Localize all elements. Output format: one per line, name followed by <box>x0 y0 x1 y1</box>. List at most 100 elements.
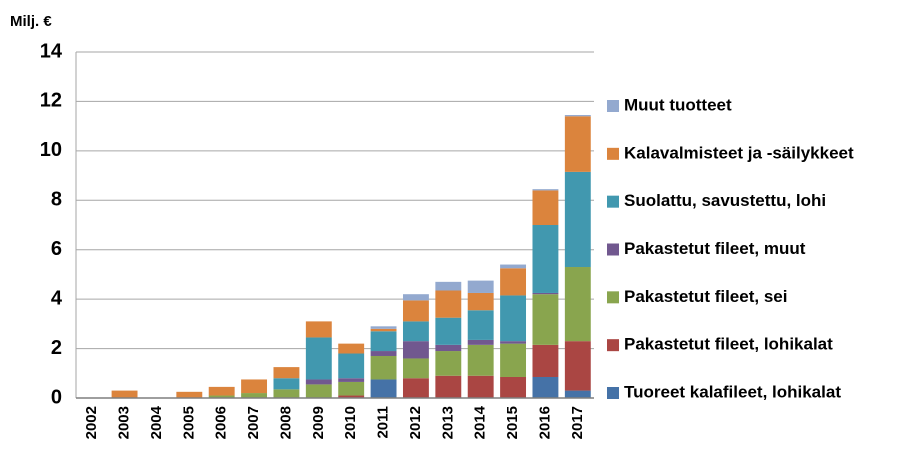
x-tick-label: 2006 <box>213 406 230 439</box>
bar-segment <box>273 367 300 379</box>
legend-label: Muut tuotteet <box>624 95 732 114</box>
legend-label: Pakastetut fileet, muut <box>624 239 806 258</box>
x-tick-label: 2013 <box>439 406 456 439</box>
bar-segment <box>532 376 559 398</box>
bar-segment <box>273 389 300 398</box>
bar-segment <box>500 376 527 398</box>
bar-segment <box>402 358 429 379</box>
bar-segment <box>435 317 462 345</box>
bar-segment <box>402 341 429 359</box>
bar-segment <box>241 393 268 398</box>
bar-segment <box>338 378 365 382</box>
x-tick-label: 2014 <box>472 405 489 439</box>
bar-segment <box>564 115 591 117</box>
bar-segment <box>305 379 332 385</box>
bar-segment <box>370 351 397 356</box>
bar-segment <box>532 189 559 191</box>
bar-segment <box>500 268 527 296</box>
legend-label: Pakastetut fileet, lohikalat <box>624 335 833 354</box>
y-tick-label: 12 <box>40 90 62 112</box>
legend-swatch <box>607 100 619 112</box>
x-tick-label: 2003 <box>116 406 133 439</box>
x-tick-label: 2007 <box>245 406 262 439</box>
bar-segment <box>208 395 235 398</box>
legend-swatch <box>607 339 619 352</box>
y-tick-label: 8 <box>51 189 62 211</box>
bar-segment <box>532 292 559 295</box>
bar-segment <box>564 116 591 172</box>
bar-segment <box>467 310 494 340</box>
x-tick-label: 2009 <box>310 406 327 439</box>
bar-segment <box>370 328 397 332</box>
legend-swatch <box>607 387 619 399</box>
bar-segment <box>370 355 397 380</box>
bar-segment <box>532 294 559 345</box>
bar-segment <box>467 339 494 345</box>
bar-segment <box>435 344 462 352</box>
bar-segment <box>370 326 397 329</box>
bar-segment <box>532 225 559 293</box>
bar-segment <box>435 281 462 291</box>
bar-segment <box>532 190 559 225</box>
bar-segment <box>435 351 462 376</box>
bar-segment <box>305 337 332 380</box>
bar-segment <box>564 390 591 398</box>
bar-segment <box>241 379 268 394</box>
bar-segment <box>564 341 591 391</box>
legend-swatch <box>607 243 619 256</box>
bar-segment <box>402 294 429 301</box>
bar-segment <box>564 267 591 342</box>
legend-swatch <box>607 291 619 304</box>
bar-segment <box>176 391 203 398</box>
legend-label: Pakastetut fileet, sei <box>624 287 787 306</box>
bar-segment <box>500 343 527 377</box>
bar-segment <box>338 395 365 398</box>
y-tick-label: 10 <box>40 139 62 161</box>
bar-segment <box>467 344 494 376</box>
bar-segment <box>467 292 494 311</box>
x-tick-label: 2002 <box>83 406 100 439</box>
bar-segment <box>305 384 332 398</box>
x-tick-label: 2011 <box>375 406 392 439</box>
bar-segment <box>338 381 365 396</box>
bar-segment <box>338 343 365 354</box>
legend-label: Suolattu, savustettu, lohi <box>624 191 826 210</box>
bar-segment <box>500 264 527 269</box>
bar-segment <box>402 300 429 322</box>
y-tick-label: 6 <box>51 238 62 260</box>
bar-segment <box>208 386 235 396</box>
x-tick-label: 2004 <box>148 405 165 439</box>
bar-segment <box>111 390 138 398</box>
bar-segment <box>467 280 494 293</box>
x-tick-label: 2015 <box>504 406 521 439</box>
bar-segment <box>435 290 462 318</box>
x-tick-label: 2016 <box>536 406 553 439</box>
x-tick-label: 2010 <box>342 406 359 439</box>
legend-swatch <box>607 195 619 208</box>
bar-segment <box>273 378 300 390</box>
bar-segment <box>370 379 397 398</box>
bar-segment <box>402 378 429 398</box>
y-tick-label: 4 <box>51 287 63 309</box>
legend-label: Tuoreet kalafileet, lohikalat <box>624 382 841 401</box>
y-tick-label: 2 <box>51 337 62 359</box>
y-axis-label: Milj. € <box>10 13 52 30</box>
legend-label: Kalavalmisteet ja -säilykkeet <box>624 143 854 162</box>
bar-segment <box>338 353 365 379</box>
bar-segment <box>402 321 429 342</box>
y-tick-label: 14 <box>40 40 63 62</box>
x-tick-label: 2008 <box>277 406 294 439</box>
bar-segment <box>500 341 527 344</box>
bar-segment <box>435 375 462 398</box>
bar-segment <box>305 321 332 338</box>
x-tick-label: 2017 <box>569 406 586 439</box>
bar-segment <box>532 344 559 377</box>
bar-segment <box>500 295 527 342</box>
y-tick-label: 0 <box>51 386 62 408</box>
bar-segment <box>370 331 397 352</box>
bar-segment <box>564 171 591 268</box>
legend-swatch <box>607 147 619 160</box>
x-tick-label: 2012 <box>407 406 424 439</box>
bar-segment <box>467 375 494 398</box>
